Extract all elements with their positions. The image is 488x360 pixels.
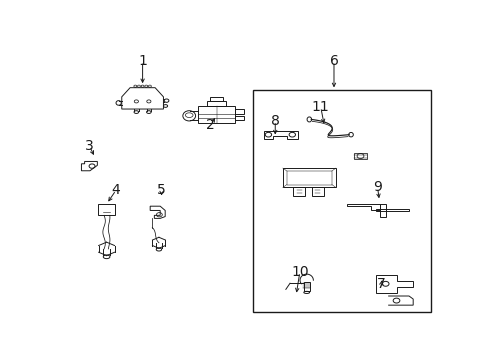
Text: 4: 4 (111, 183, 120, 197)
Text: 10: 10 (290, 265, 308, 279)
Text: 5: 5 (157, 183, 165, 197)
Text: 7: 7 (376, 277, 385, 291)
Text: 1: 1 (138, 54, 147, 68)
Text: 11: 11 (311, 100, 329, 114)
Text: 9: 9 (372, 180, 381, 194)
Bar (210, 97, 223, 100)
Bar (234, 109, 244, 114)
Bar (198, 106, 234, 123)
Bar (286, 171, 331, 185)
Bar (311, 188, 323, 196)
Bar (375, 209, 408, 211)
Text: 6: 6 (329, 54, 338, 68)
Bar (207, 100, 225, 106)
Text: 3: 3 (85, 139, 94, 153)
Bar (293, 188, 305, 196)
Text: 2: 2 (206, 118, 215, 132)
Bar (380, 204, 386, 217)
Bar (303, 282, 309, 291)
Bar (98, 204, 115, 215)
Bar (234, 116, 244, 121)
Text: 8: 8 (270, 114, 279, 128)
Bar (282, 168, 335, 188)
Bar (252, 90, 430, 312)
Bar (353, 153, 366, 159)
